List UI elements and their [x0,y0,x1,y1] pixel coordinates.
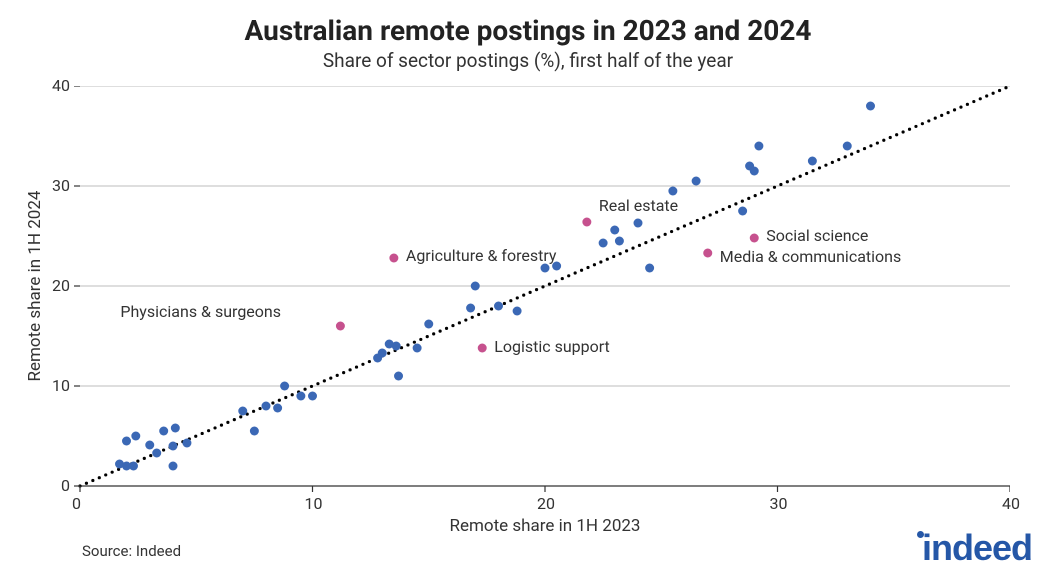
data-point [424,320,433,329]
data-point [392,342,401,351]
point-label: Physicians & surgeons [120,302,281,321]
point-label: Social science [766,226,868,245]
x-tick-label: 10 [305,494,323,513]
data-point [169,442,178,451]
y-tick-label: 0 [40,476,70,495]
data-point [513,307,522,316]
brand-dot-icon [917,531,924,538]
y-axis-title: Remote share in 1H 2024 [25,186,45,386]
data-point [668,187,677,196]
highlight-point [389,254,398,263]
x-tick-label: 30 [770,494,788,513]
data-point [131,432,140,441]
scatter-plot [74,86,1010,492]
highlight-point [336,322,345,331]
x-tick-label: 20 [537,494,555,513]
data-point [262,402,271,411]
data-point [692,177,701,186]
data-point [238,407,247,416]
x-tick-label: 40 [1002,494,1020,513]
point-label: Media & communications [720,247,902,266]
data-point [145,441,154,450]
brand-logo: indeed [915,527,1032,569]
highlight-point [478,344,487,353]
x-axis-title: Remote share in 1H 2023 [435,516,655,536]
data-point [159,427,168,436]
data-point [634,219,643,228]
data-point [866,102,875,111]
point-label: Real estate [599,196,678,215]
data-point [610,226,619,235]
data-point [182,439,191,448]
data-point [280,382,289,391]
x-tick-label: 0 [72,494,81,513]
data-point [152,449,161,458]
data-point [378,349,387,358]
chart-subtitle: Share of sector postings (%), first half… [0,49,1056,72]
point-label: Logistic support [494,337,610,356]
source-text: Source: Indeed [82,542,181,560]
y-tick-label: 40 [40,76,70,95]
data-point [308,392,317,401]
data-point [171,424,180,433]
data-point [843,142,852,151]
data-point [273,404,282,413]
point-label: Agriculture & forestry [406,246,557,265]
highlight-point [703,249,712,258]
data-point [466,304,475,313]
data-point [169,462,178,471]
data-point [615,237,624,246]
data-point [413,344,422,353]
data-point [599,239,608,248]
data-point [750,167,759,176]
chart-title: Australian remote postings in 2023 and 2… [0,0,1056,47]
data-point [471,282,480,291]
highlight-point [582,218,591,227]
data-point [296,392,305,401]
data-point [394,372,403,381]
data-point [645,264,654,273]
data-point [122,437,131,446]
data-point [250,427,259,436]
brand-text: indeed [922,527,1032,568]
data-point [808,157,817,166]
highlight-point [750,234,759,243]
data-point [129,462,138,471]
data-point [494,302,503,311]
data-point [754,142,763,151]
chart-root: Australian remote postings in 2023 and 2… [0,0,1056,577]
data-point [738,207,747,216]
